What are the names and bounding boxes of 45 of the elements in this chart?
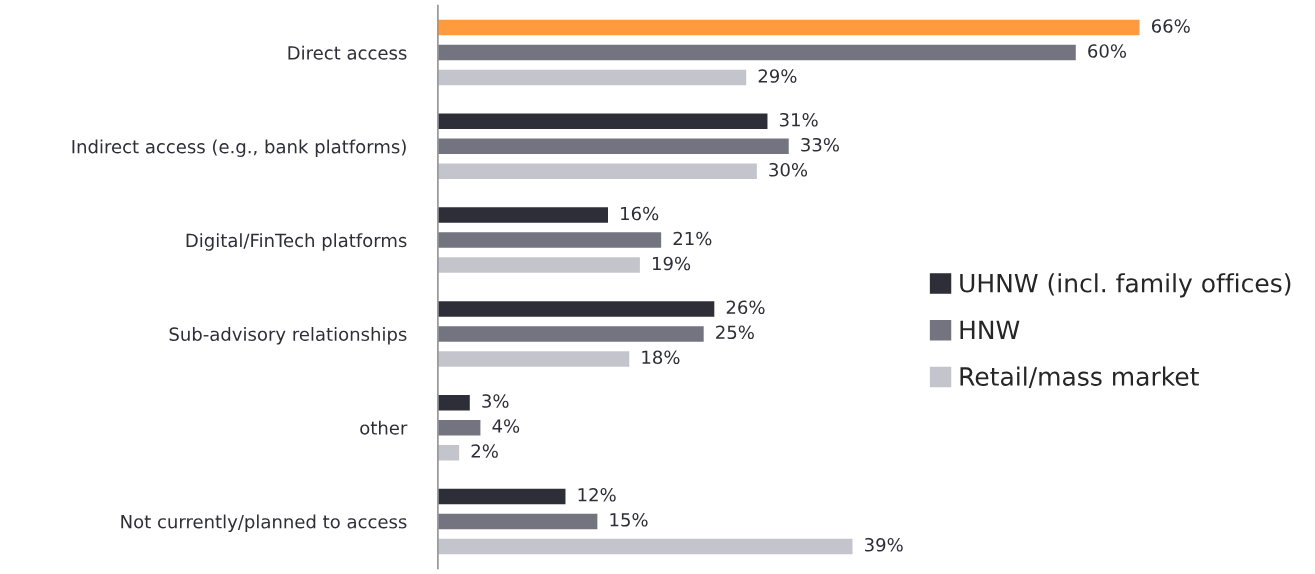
y-tick-label: Direct access	[288, 45, 407, 60]
data-label: 29%	[758, 69, 797, 83]
legend-label: Retail/mass market	[960, 366, 1199, 388]
data-label: 60%	[1088, 44, 1127, 58]
bar	[437, 207, 608, 223]
data-label: 33%	[801, 137, 839, 152]
bar	[437, 538, 853, 555]
data-label: 66%	[1151, 19, 1190, 33]
data-label: 15%	[610, 512, 648, 527]
bar	[437, 232, 662, 248]
y-tick-label: Indirect access (e.g., bank platforms)	[72, 139, 406, 157]
data-label: 30%	[769, 162, 808, 177]
data-label: 31%	[779, 112, 818, 127]
bar	[437, 488, 566, 505]
y-tick-label: Sub-advisory relationships	[169, 327, 407, 345]
bar	[437, 113, 768, 130]
bar	[437, 351, 630, 367]
bar	[437, 513, 598, 530]
data-label: 2%	[471, 444, 498, 458]
y-tick-label: other	[360, 420, 408, 435]
bar	[437, 44, 1076, 61]
legend-label: UHNW (incl. family offices)	[960, 273, 1291, 298]
data-label: 26%	[726, 300, 765, 315]
y-tick-label: Digital/FinTech platforms	[186, 233, 407, 251]
bar	[437, 326, 704, 342]
bar	[437, 138, 789, 155]
bar	[437, 163, 757, 180]
data-label: 4%	[492, 419, 520, 433]
bar	[437, 257, 640, 273]
bar	[437, 419, 481, 436]
data-label: 39%	[865, 537, 903, 552]
data-label: 19%	[652, 256, 691, 271]
bar	[437, 444, 460, 461]
bar	[437, 19, 1140, 36]
bar	[437, 394, 470, 411]
data-label: 25%	[716, 325, 754, 340]
bar	[437, 69, 747, 86]
bar	[437, 301, 715, 317]
data-label: 21%	[673, 231, 712, 246]
y-tick-label: Not currently/planned to access	[121, 514, 407, 532]
data-label: 12%	[578, 487, 616, 502]
legend-label: HNW	[960, 320, 1020, 339]
data-label: 16%	[621, 206, 659, 221]
data-label: 18%	[642, 350, 680, 365]
data-label: 3%	[482, 394, 509, 408]
